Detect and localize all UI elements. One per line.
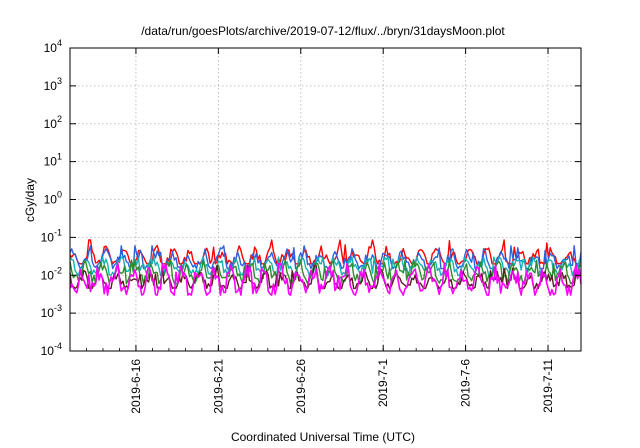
y-tick-label: 10-3 <box>41 303 62 320</box>
grid-lines <box>70 48 581 351</box>
y-tick-exponent: 3 <box>57 76 62 86</box>
y-tick-base: 10 <box>41 268 55 282</box>
x-axis-ticks: 2019-6-16 2019-6-21 2019-6-26 2019-7-1 2019-… <box>69 48 582 414</box>
y-tick-label: 10-1 <box>41 227 62 244</box>
y-tick-label: 10-2 <box>41 265 62 282</box>
series-line <box>69 239 582 265</box>
y-tick-exponent: 2 <box>57 114 62 124</box>
y-tick-exponent: 4 <box>57 38 62 48</box>
y-tick-exponent: 0 <box>57 190 62 200</box>
x-tick-label: 2019-6-26 <box>294 359 308 414</box>
x-axis-label: Coordinated Universal Time (UTC) <box>231 430 415 444</box>
x-tick-label: 2019-7-11 <box>541 359 555 413</box>
series-line <box>69 262 582 296</box>
y-tick-label: 103 <box>44 76 62 93</box>
y-tick-label: 101 <box>44 152 62 169</box>
y-tick-exponent: 1 <box>57 152 62 162</box>
data-series-group <box>69 239 582 296</box>
x-tick-label: 2019-6-16 <box>129 359 143 414</box>
y-tick-label: 104 <box>44 38 62 55</box>
y-tick-exponent: -1 <box>54 227 62 237</box>
chart-title: /data/run/goesPlots/archive/2019-07-12/f… <box>141 24 505 38</box>
y-tick-label: 100 <box>44 190 62 207</box>
y-tick-exponent: -3 <box>54 303 62 313</box>
x-tick-label: 2019-7-6 <box>459 359 473 407</box>
y-tick-exponent: -4 <box>54 341 62 351</box>
y-tick-base: 10 <box>44 79 58 93</box>
y-tick-base: 10 <box>44 41 58 55</box>
y-tick-base: 10 <box>44 117 58 131</box>
y-tick-exponent: -2 <box>54 265 62 275</box>
y-tick-label: 102 <box>44 114 62 131</box>
y-tick-base: 10 <box>41 230 55 244</box>
y-tick-base: 10 <box>44 155 58 169</box>
series-line <box>69 264 582 290</box>
y-axis-label: cGy/day <box>23 178 37 222</box>
y-tick-label: 10-4 <box>41 341 62 358</box>
y-tick-base: 10 <box>41 344 55 358</box>
x-tick-label: 2019-7-1 <box>376 359 390 407</box>
y-tick-base: 10 <box>44 193 58 207</box>
x-tick-label: 2019-6-21 <box>211 359 225 414</box>
y-tick-base: 10 <box>41 306 55 320</box>
